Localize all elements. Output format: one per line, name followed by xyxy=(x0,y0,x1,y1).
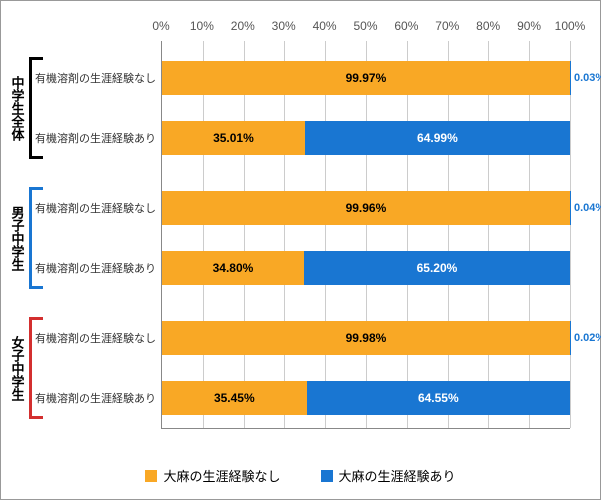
row-label: 有機溶剤の生涯経験なし xyxy=(35,70,156,86)
tiny-value-label: 0.02% xyxy=(574,332,601,344)
segment-no-experience: 99.96% xyxy=(162,191,570,225)
gridline xyxy=(284,41,285,428)
x-tick: 100% xyxy=(555,19,586,33)
gridline xyxy=(366,41,367,428)
segment-no-experience: 99.98% xyxy=(162,321,570,355)
segment-no-experience: 99.97% xyxy=(162,61,570,95)
segment-no-experience: 34.80% xyxy=(162,251,304,285)
x-tick: 20% xyxy=(231,19,255,33)
segment-no-experience: 35.45% xyxy=(162,381,307,415)
gridline xyxy=(407,41,408,428)
group-label: 女子中学生 xyxy=(7,317,27,419)
x-tick: 40% xyxy=(313,19,337,33)
bar-row: 有機溶剤の生涯経験なし99.96%0.04% xyxy=(162,191,570,225)
gridline xyxy=(529,41,530,428)
group-bracket xyxy=(29,187,37,289)
tiny-value-label: 0.03% xyxy=(574,72,601,84)
group-bracket xyxy=(29,317,37,419)
gridline xyxy=(488,41,489,428)
x-tick: 60% xyxy=(394,19,418,33)
x-tick: 70% xyxy=(435,19,459,33)
stacked-bar-chart: 0% 10% 20% 30% 40% 50% 60% 70% 80% 90% 100% 有機溶剤の生… xyxy=(0,0,601,500)
legend-swatch xyxy=(321,470,333,482)
gridline xyxy=(244,41,245,428)
row-label: 有機溶剤の生涯経験なし xyxy=(35,200,156,216)
x-tick: 50% xyxy=(353,19,377,33)
bar-row: 有機溶剤の生涯経験なし99.98%0.02% xyxy=(162,321,570,355)
gridline xyxy=(570,41,571,428)
legend-item: 大麻の生涯経験あり xyxy=(321,466,456,485)
segment-has-experience: 65.20% xyxy=(304,251,570,285)
x-tick: 0% xyxy=(152,19,169,33)
legend: 大麻の生涯経験なし 大麻の生涯経験あり xyxy=(1,466,600,485)
legend-label: 大麻の生涯経験なし xyxy=(163,466,280,485)
plot-area: 有機溶剤の生涯経験なし99.97%0.03% 有機溶剤の生涯経験あり35.01%6… xyxy=(161,41,570,429)
x-tick: 30% xyxy=(272,19,296,33)
group-label: 男子中学生 xyxy=(7,187,27,289)
gridline xyxy=(325,41,326,428)
x-tick: 10% xyxy=(190,19,214,33)
bar-row: 有機溶剤の生涯経験なし99.97%0.03% xyxy=(162,61,570,95)
bar-row: 有機溶剤の生涯経験あり35.45%64.55% xyxy=(162,381,570,415)
x-axis-labels: 0%10%20%30%40%50%60%70%80%90%100% xyxy=(161,19,570,39)
gridline xyxy=(203,41,204,428)
gridline xyxy=(448,41,449,428)
segment-has-experience: 64.99% xyxy=(305,121,570,155)
segment-no-experience: 35.01% xyxy=(162,121,305,155)
legend-swatch xyxy=(145,470,157,482)
x-tick: 90% xyxy=(517,19,541,33)
bar-row: 有機溶剤の生涯経験あり35.01%64.99% xyxy=(162,121,570,155)
tiny-value-label: 0.04% xyxy=(574,202,601,214)
legend-label: 大麻の生涯経験あり xyxy=(339,466,456,485)
group-label: 中学生全体 xyxy=(7,57,27,159)
row-label: 有機溶剤の生涯経験なし xyxy=(35,330,156,346)
x-tick: 80% xyxy=(476,19,500,33)
row-label: 有機溶剤の生涯経験あり xyxy=(35,260,156,276)
row-label: 有機溶剤の生涯経験あり xyxy=(35,130,156,146)
bar-row: 有機溶剤の生涯経験あり34.80%65.20% xyxy=(162,251,570,285)
row-label: 有機溶剤の生涯経験あり xyxy=(35,390,156,406)
legend-item: 大麻の生涯経験なし xyxy=(145,466,280,485)
group-bracket xyxy=(29,57,37,159)
segment-has-experience: 64.55% xyxy=(307,381,570,415)
